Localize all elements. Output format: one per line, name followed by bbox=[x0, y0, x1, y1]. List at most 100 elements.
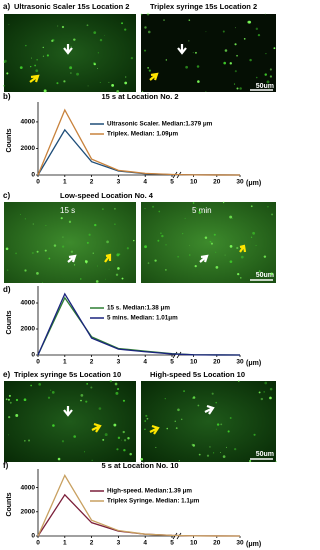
speckle bbox=[104, 278, 106, 280]
speckle bbox=[166, 427, 169, 430]
speckle bbox=[269, 75, 273, 78]
speckle bbox=[36, 58, 38, 61]
speckle bbox=[38, 383, 41, 386]
speckle bbox=[88, 233, 91, 236]
speckle bbox=[80, 393, 84, 397]
speckle bbox=[3, 59, 7, 63]
speckle bbox=[216, 423, 220, 426]
panel-label: c) bbox=[3, 191, 10, 200]
speckle bbox=[73, 435, 76, 438]
speckle bbox=[90, 386, 93, 389]
speckle bbox=[121, 439, 122, 441]
scale-bar-label: 50um bbox=[256, 451, 274, 458]
speckle bbox=[24, 218, 26, 220]
speckle bbox=[248, 20, 252, 24]
legend-label: 15 s. Median:1.38 μm bbox=[107, 305, 170, 312]
axis-break bbox=[172, 351, 182, 359]
speckle bbox=[264, 13, 266, 15]
x-tick-label: 3 bbox=[117, 359, 121, 366]
speckle bbox=[145, 414, 148, 417]
speckle bbox=[140, 457, 144, 461]
x-tick-label: 2 bbox=[90, 540, 94, 547]
speckle bbox=[80, 278, 82, 280]
speckle bbox=[215, 266, 219, 269]
speckle bbox=[197, 80, 200, 83]
speckle bbox=[45, 225, 47, 226]
speckle bbox=[53, 244, 57, 247]
speckle bbox=[31, 57, 33, 59]
speckle bbox=[209, 446, 211, 448]
speckle bbox=[215, 428, 217, 430]
speckle bbox=[252, 231, 256, 235]
speckle bbox=[94, 223, 97, 227]
speckle bbox=[231, 217, 233, 219]
speckle bbox=[192, 396, 196, 399]
speckle bbox=[250, 236, 253, 238]
speckle bbox=[147, 67, 149, 69]
speckle bbox=[57, 457, 61, 461]
speckle bbox=[84, 260, 88, 264]
speckle bbox=[223, 61, 226, 65]
speckle bbox=[211, 392, 214, 395]
speckle bbox=[198, 453, 201, 456]
speckle bbox=[224, 254, 226, 256]
speckle bbox=[51, 391, 55, 394]
chart-title: 5 s at Location No. 10 bbox=[101, 461, 178, 470]
speckle bbox=[249, 459, 252, 463]
speckle bbox=[25, 44, 27, 47]
y-tick-label: 0 bbox=[31, 533, 35, 540]
speckle bbox=[86, 262, 87, 264]
speckle bbox=[165, 59, 167, 61]
speckle bbox=[263, 255, 267, 258]
legend-label: High-speed. Median:1.39 μm bbox=[107, 488, 192, 495]
speckle bbox=[229, 245, 233, 248]
speckle bbox=[19, 66, 23, 70]
speckle bbox=[227, 430, 230, 433]
speckle bbox=[178, 459, 181, 462]
speckle bbox=[263, 391, 265, 393]
image-title: Triplex syringe 15s Location 2 bbox=[150, 2, 257, 11]
speckle bbox=[158, 210, 161, 213]
speckle bbox=[30, 384, 32, 387]
speckle bbox=[99, 38, 103, 42]
speckle bbox=[30, 65, 32, 68]
panel-label: b) bbox=[3, 92, 11, 101]
speckle bbox=[197, 404, 200, 407]
image-title: Low-speed Location No. 4 bbox=[60, 191, 154, 200]
x-tick-label: 10 bbox=[190, 540, 198, 547]
speckle bbox=[264, 381, 268, 385]
speckle bbox=[8, 394, 11, 397]
y-axis-label: Counts bbox=[6, 492, 13, 516]
x-tick-label: 10 bbox=[190, 179, 198, 186]
micrograph bbox=[4, 14, 136, 92]
scale-bar-label: 50um bbox=[256, 272, 274, 279]
speckle bbox=[24, 269, 27, 272]
speckle bbox=[210, 242, 213, 245]
speckle bbox=[48, 257, 51, 260]
image-title: Triplex syringe 5s Location 10 bbox=[14, 370, 121, 379]
speckle bbox=[117, 267, 119, 269]
micrograph bbox=[141, 381, 276, 462]
speckle bbox=[270, 272, 273, 276]
speckle bbox=[236, 246, 239, 250]
speckle bbox=[86, 382, 89, 385]
speckle bbox=[15, 398, 19, 402]
speckle bbox=[229, 417, 232, 419]
speckle bbox=[222, 201, 225, 204]
speckle bbox=[116, 253, 120, 257]
speckle bbox=[20, 214, 22, 215]
speckle bbox=[7, 269, 9, 271]
speckle bbox=[113, 423, 117, 427]
speckle bbox=[215, 401, 217, 404]
speckle bbox=[269, 387, 273, 391]
speckle bbox=[196, 65, 200, 68]
x-tick-label: 30 bbox=[236, 359, 244, 366]
speckle bbox=[8, 434, 10, 436]
speckle bbox=[68, 220, 72, 223]
speckle bbox=[86, 24, 89, 27]
series-line bbox=[37, 474, 241, 537]
speckle bbox=[234, 70, 237, 73]
y-tick-label: 0 bbox=[31, 352, 35, 359]
speckle bbox=[175, 427, 178, 430]
x-tick-label: 0 bbox=[36, 359, 40, 366]
